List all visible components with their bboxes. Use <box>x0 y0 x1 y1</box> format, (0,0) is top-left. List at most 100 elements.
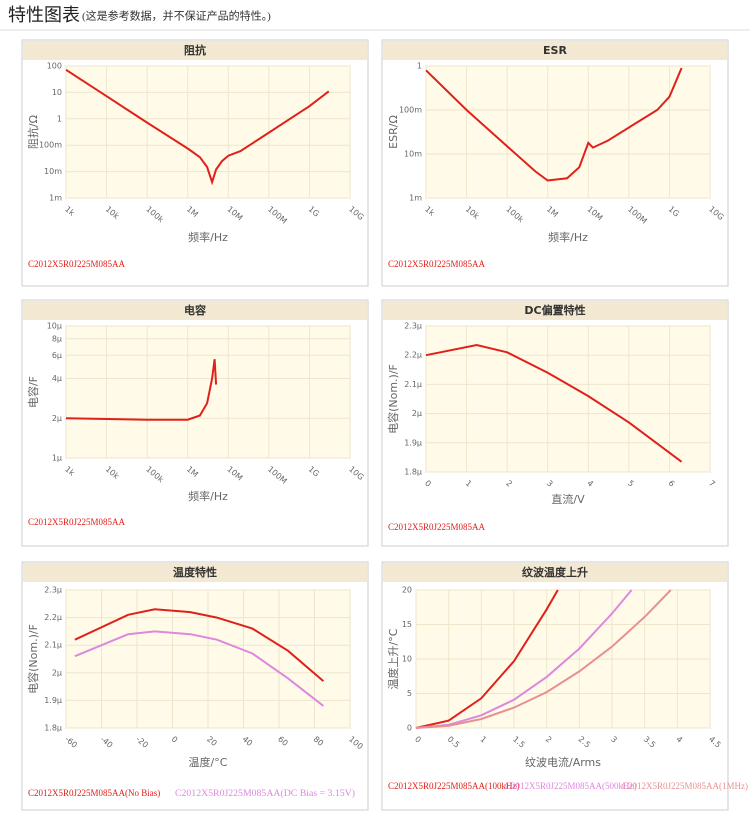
y-tick-label: 1 <box>417 62 422 71</box>
y-axis-label: 阻抗/Ω <box>26 115 40 149</box>
data-line <box>425 67 683 182</box>
y-tick-label: 1.8μ <box>44 724 62 733</box>
panel-header <box>23 301 367 320</box>
y-tick-label: 20 <box>402 586 412 595</box>
data-line <box>415 589 672 729</box>
x-tick-label: 4 <box>585 479 595 489</box>
y-tick-label: 100m <box>39 141 62 150</box>
page-title: 特性图表 <box>8 5 80 26</box>
y-tick-label: 100m <box>399 106 422 115</box>
y-tick-label: 2.2μ <box>404 351 422 360</box>
panel-title: DC偏置特性 <box>524 303 585 317</box>
y-tick-label: 1m <box>49 194 62 203</box>
legend-entry: C2012X5R0J225M085AA(DC Bias = 3.15V) <box>175 788 355 798</box>
y-tick-label: 2.2μ <box>44 613 62 622</box>
y-axis-label: 电容(Nom.)/F <box>386 364 400 434</box>
x-tick-label: 0 <box>170 735 180 745</box>
y-tick-label: 1.9μ <box>44 696 62 705</box>
panel-title: 电容 <box>184 303 206 317</box>
x-axis-label: 频率/Hz <box>188 230 228 244</box>
x-tick-label: 0 <box>413 735 423 745</box>
y-tick-label: 6μ <box>52 351 62 360</box>
y-tick-label: 10 <box>402 655 412 664</box>
y-tick-label: 1 <box>57 114 62 123</box>
data-line <box>415 589 633 729</box>
y-tick-label: 2μ <box>412 409 422 418</box>
legend-entry: C2012X5R0J225M085AA <box>388 522 486 532</box>
y-axis-label: ESR/Ω <box>387 115 400 149</box>
panel-header <box>383 563 727 582</box>
data-line <box>65 68 330 186</box>
y-axis-label: 温度上升/°C <box>386 628 400 689</box>
panel-title: 纹波温度上升 <box>522 565 588 579</box>
page-note: (这是参考数据，并不保证产品的特性。) <box>82 9 271 23</box>
y-tick-label: 4μ <box>52 374 62 383</box>
legend-entry: C2012X5R0J225M085AA(1MHz) <box>622 781 748 791</box>
panel-title: ESR <box>543 44 567 57</box>
panel-title: 温度特性 <box>173 565 217 579</box>
data-line <box>65 359 218 421</box>
y-tick-label: 2.1μ <box>404 380 422 389</box>
panel-header <box>383 41 727 60</box>
chart: DC偏置特性 1.8μ 1.9μ 2μ 2.1μ 2.2μ 2.3μ 0 1 2 3 4 5 6 7 直流/V… <box>381 299 729 547</box>
y-tick-label: 8μ <box>52 334 62 343</box>
x-axis-label: 频率/Hz <box>548 230 588 244</box>
data-line <box>425 343 683 463</box>
x-tick-label: 6 <box>667 479 677 489</box>
x-tick-label: 1 <box>478 735 488 745</box>
x-tick-label: 7 <box>707 479 717 489</box>
y-tick-label: 0 <box>407 724 412 733</box>
x-tick-label: 4 <box>674 735 684 745</box>
legend-entry: C2012X5R0J225M085AA(No Bias) <box>28 788 160 798</box>
y-tick-label: 2.1μ <box>44 641 62 650</box>
legend-entry: C2012X5R0J225M085AA <box>28 517 126 527</box>
data-line <box>74 630 325 707</box>
x-axis-label: 频率/Hz <box>188 489 228 503</box>
plot-area <box>65 325 351 459</box>
legend-entry: C2012X5R0J225M085AA(500kHz) <box>505 781 637 791</box>
data-line <box>415 589 559 729</box>
y-tick-label: 1.9μ <box>404 438 422 447</box>
y-tick-label: 2μ <box>52 414 62 423</box>
x-tick-label: 1 <box>464 479 474 489</box>
y-tick-label: 2.3μ <box>404 322 422 331</box>
plot-area <box>65 65 351 199</box>
x-tick-label: 5 <box>626 479 636 489</box>
x-tick-label: 3 <box>609 735 619 745</box>
x-tick-label: 2 <box>544 735 554 745</box>
legend-entry: C2012X5R0J225M085AA <box>388 259 486 269</box>
x-axis-label: 温度/°C <box>189 755 228 769</box>
y-tick-label: 10m <box>404 150 422 159</box>
y-tick-label: 10 <box>52 88 62 97</box>
y-tick-label: 10m <box>44 167 62 176</box>
x-axis-label: 直流/V <box>551 492 585 506</box>
y-tick-label: 1.8μ <box>404 468 422 477</box>
y-tick-label: 10μ <box>47 322 62 331</box>
legend-entry: C2012X5R0J225M085AA(100kHz) <box>388 781 520 791</box>
y-tick-label: 5 <box>407 689 412 698</box>
y-tick-label: 1μ <box>52 454 62 463</box>
panel-header <box>383 301 727 320</box>
panel-header <box>23 41 367 60</box>
y-tick-label: 2μ <box>52 668 62 677</box>
panel-title: 阻抗 <box>184 43 206 57</box>
x-tick-label: 0 <box>423 479 433 489</box>
y-tick-label: 2.3μ <box>44 586 62 595</box>
y-tick-label: 1m <box>409 194 422 203</box>
y-axis-label: 电容(Nom.)/F <box>26 624 40 694</box>
x-tick-label: 2 <box>504 479 514 489</box>
x-tick-label: 3 <box>545 479 555 489</box>
legend-entry: C2012X5R0J225M085AA <box>28 259 126 269</box>
panel-header <box>23 563 367 582</box>
x-axis-label: 纹波电流/Arms <box>525 755 601 769</box>
data-line <box>74 608 325 682</box>
y-tick-label: 15 <box>402 620 412 629</box>
y-tick-label: 100 <box>47 62 62 71</box>
y-axis-label: 电容/F <box>26 376 40 408</box>
